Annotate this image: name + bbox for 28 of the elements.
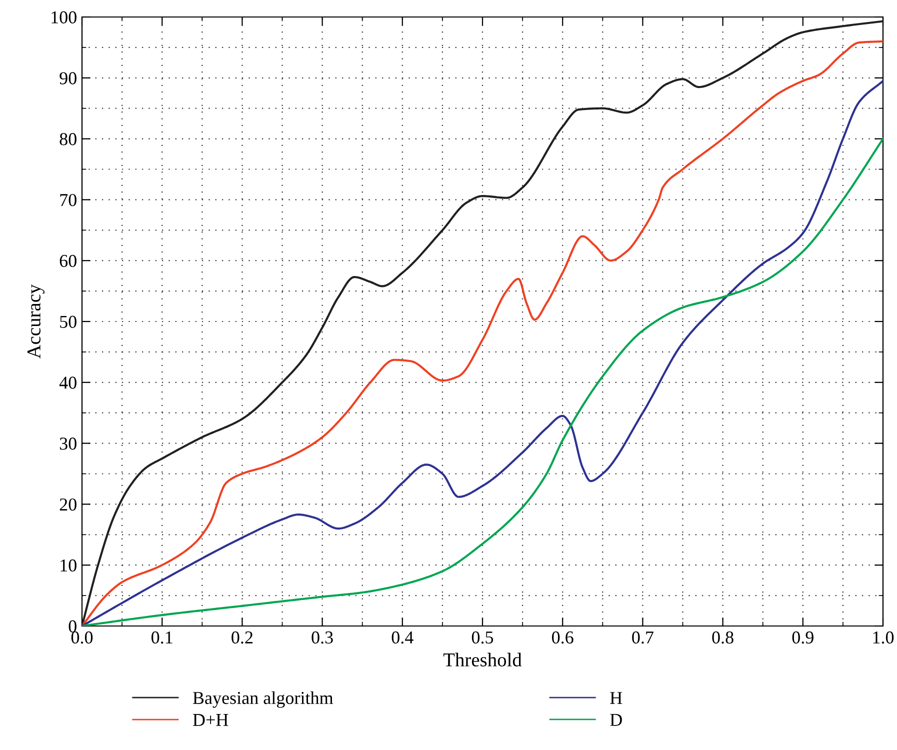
y-axis-title: Accuracy [27, 284, 44, 359]
y-tick-label: 80 [60, 133, 76, 146]
legend-label: D [610, 714, 622, 726]
x-axis-title: Threshold [443, 652, 522, 666]
y-tick-label: 60 [60, 254, 76, 268]
x-tick-label: 0.9 [792, 631, 814, 644]
y-tick-label: 10 [60, 559, 76, 572]
y-tick-label: 70 [60, 194, 76, 206]
y-tick-label: 90 [60, 72, 76, 84]
x-tick-label: 0.2 [232, 631, 252, 644]
y-tick-label: 100 [52, 11, 76, 24]
x-tick-label: 0.8 [712, 631, 734, 644]
legend-label: Bayesian algorithm [192, 691, 334, 708]
x-tick-label: 0.0 [71, 631, 93, 644]
x-tick-label: 0.6 [552, 631, 574, 644]
x-tick-label: 0.5 [472, 631, 494, 644]
legend-label: H [610, 692, 622, 704]
x-tick-label: 0.1 [152, 631, 172, 644]
y-tick-label: 30 [60, 438, 76, 450]
y-tick-label: 20 [60, 498, 76, 511]
x-tick-label: 0.7 [632, 631, 654, 644]
x-tick-label: 0.4 [392, 631, 414, 644]
x-tick-label: 1.0 [873, 631, 894, 644]
y-tick-label: 50 [60, 316, 76, 328]
y-tick-label: 40 [59, 376, 76, 389]
legend-label: D+H [192, 714, 228, 726]
x-tick-label: 0.3 [312, 631, 333, 644]
y-tick-label: 0 [68, 620, 76, 632]
